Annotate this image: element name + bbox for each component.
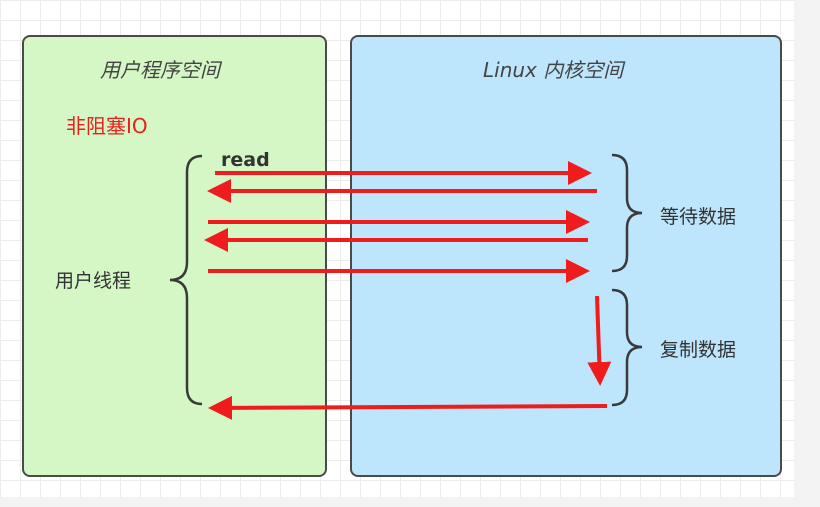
- copy-data-brace: [611, 288, 643, 407]
- user-space-box: [22, 35, 327, 477]
- read-label: read: [221, 149, 270, 171]
- copy-data-label: 复制数据: [660, 339, 737, 361]
- user-space-title: 用户程序空间: [100, 58, 220, 82]
- kernel-space-box: [350, 35, 782, 477]
- kernel-space-title: Linux 内核空间: [483, 58, 624, 82]
- canvas-edge-bottom: [0, 497, 820, 507]
- final-return-arrow: [208, 395, 608, 420]
- nonblocking-io-label: 非阻塞IO: [66, 114, 148, 138]
- user-thread-label: 用户线程: [55, 270, 132, 292]
- copy-down-arrow: [587, 295, 612, 386]
- user-thread-brace: [169, 154, 203, 406]
- canvas-edge-right: [794, 0, 820, 507]
- wait-data-label: 等待数据: [660, 206, 737, 228]
- wait-data-brace: [611, 153, 643, 273]
